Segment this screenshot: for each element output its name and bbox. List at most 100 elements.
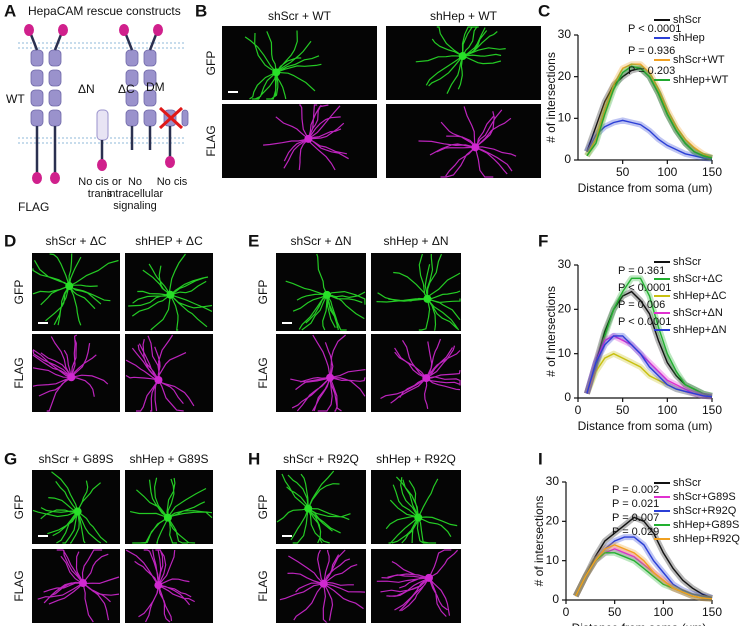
image-column-label: shScr + R92Q [283,452,359,466]
p-value: P = 0.007 [612,512,659,524]
x-tick-label: 150 [702,403,722,417]
p-value: P = 0.203 [628,65,675,77]
micrograph [125,470,213,544]
x-tick-label: 50 [616,403,630,417]
legend-label: shHep [673,32,705,44]
legend-label: shScr+WT [673,54,725,66]
micrograph [276,549,366,623]
p-value: P = 0.006 [618,299,665,311]
construct-note: No cis [157,176,188,188]
soma [79,579,88,588]
series-line [575,516,713,599]
y-axis-label: # of intersections [544,286,558,377]
construct-diagram [18,24,189,184]
p-value: P < 0.0001 [628,23,681,35]
panel-letter: B [195,1,207,20]
image-row-label: GFP [12,495,26,520]
construct-note: signaling [113,200,156,212]
x-tick-label: 50 [616,165,630,179]
image-row-label: FLAG [256,570,270,601]
panel-letter: E [248,231,259,250]
soma [458,52,467,61]
panel-letter: C [538,1,550,20]
image-column-label: shScr + WT [268,9,332,23]
neurite [129,477,213,544]
legend-label: shScr [673,14,701,26]
image-row-label: FLAG [256,357,270,388]
p-value: P = 0.936 [628,45,675,57]
micrograph [125,334,213,412]
y-tick-label: 30 [558,257,572,271]
soma [163,513,172,522]
x-tick-label: 100 [657,403,677,417]
soma [272,68,281,77]
y-tick-label: 20 [558,302,572,316]
x-axis-label: Distance from soma (um) [578,419,713,433]
construct-note: No cis or [78,176,122,188]
panel-letter: D [4,231,16,250]
micrograph-background [371,253,461,331]
neurite [376,549,459,617]
soma [422,374,431,383]
y-tick-label: 0 [564,152,571,166]
micrograph [371,549,461,623]
series-line [586,63,713,159]
y-axis-label: # of intersections [544,52,558,143]
panel-letter: A [4,1,16,20]
panel-letter: H [248,449,260,468]
neurite [276,470,351,544]
micrograph-background [386,104,541,178]
y-axis-label: # of intersections [532,496,546,587]
image-row-label: GFP [256,495,270,520]
diagram-title: HepaCAM rescue constructs [28,4,181,18]
construct-note: trans [88,188,113,200]
soma [471,143,480,152]
y-tick-label: 20 [558,69,572,83]
image-column-label: shScr + G89S [38,452,113,466]
legend-label: shScr+R92Q [673,505,737,517]
neurite [418,106,517,178]
micrograph [32,334,120,412]
neurite [380,338,461,410]
y-tick-label: 10 [558,111,572,125]
micrograph [371,334,461,412]
image-column-label: shHep + WT [430,9,498,23]
p-value: P = 0.002 [612,484,659,496]
panel-letter: G [4,449,17,468]
soma [73,507,82,516]
micrograph-background [125,470,213,544]
micrograph-background [32,549,120,623]
x-tick-label: 150 [702,165,722,179]
neurite [285,253,366,331]
soma [424,573,433,582]
micrograph [371,253,461,331]
image-column-label: shHep + R92Q [376,452,456,466]
construct-name: ΔC [118,82,135,96]
image-column-label: shHEP + ΔC [135,234,203,248]
neurite [125,549,195,623]
micrograph [32,470,120,544]
micrograph [371,470,461,544]
soma [304,134,313,143]
p-value: P = 0.361 [618,265,665,277]
neurite [32,471,108,544]
legend-label: shScr [673,256,701,268]
p-value: P < 0.0001 [618,316,671,328]
image-row-label: FLAG [204,125,218,156]
y-tick-label: 0 [552,592,559,606]
series-line [586,119,713,160]
neurite [290,334,366,412]
image-row-label: FLAG [12,570,26,601]
legend-label: shScr+G89S [673,491,736,503]
image-column-label: shHep + ΔN [383,234,448,248]
legend-label: shScr+ΔC [673,273,723,285]
neurite [244,30,322,100]
construct-name: ΔN [78,82,95,96]
micrograph [276,470,366,544]
image-row-label: GFP [256,280,270,305]
legend-label: shHep+G89S [673,519,739,531]
y-tick-label: 0 [564,390,571,404]
soma [423,294,432,303]
p-value: P < 0.0001 [618,282,671,294]
neurite [279,549,366,623]
